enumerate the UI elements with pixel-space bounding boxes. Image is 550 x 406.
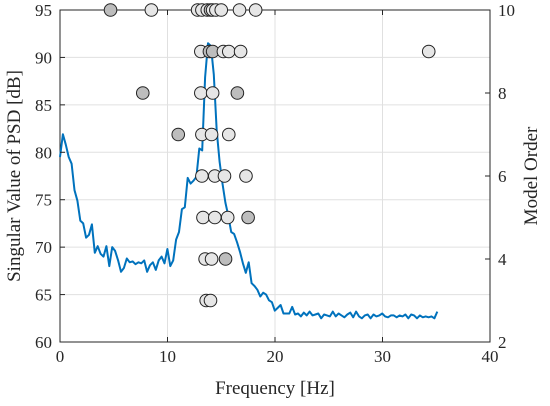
model-order-marker xyxy=(421,44,436,59)
x-axis-label: Frequency [Hz] xyxy=(215,378,335,399)
psd-line xyxy=(59,42,439,320)
y-tick-label: 85 xyxy=(35,96,52,115)
y2-tick-label: 6 xyxy=(498,167,507,186)
y2-tick-label: 4 xyxy=(498,250,507,269)
model-order-marker xyxy=(214,3,229,17)
y-axis-left-ticks: 60 65 70 75 80 85 90 95 xyxy=(35,1,65,352)
model-order-marker xyxy=(208,210,222,225)
model-order-marker xyxy=(239,169,253,183)
psd-series xyxy=(59,42,439,320)
model-order-marker xyxy=(103,3,118,17)
model-order-marker xyxy=(248,3,263,17)
x-tick-label: 20 xyxy=(267,347,284,366)
y2-tick-label: 2 xyxy=(498,333,507,352)
model-order-marker xyxy=(217,169,232,183)
y-tick-label: 75 xyxy=(35,191,52,210)
model-order-marker xyxy=(205,86,220,100)
model-order-marker xyxy=(233,44,248,59)
grid xyxy=(59,9,491,343)
x-tick-label: 30 xyxy=(374,347,391,366)
model-order-marker xyxy=(144,3,159,17)
model-order-marker xyxy=(194,86,208,100)
model-order-marker xyxy=(218,252,233,266)
x-tick-label: 0 xyxy=(56,347,65,366)
y-tick-label: 80 xyxy=(35,143,52,162)
y-tick-label: 90 xyxy=(35,48,52,67)
model-order-marker xyxy=(203,293,218,308)
x-tick-label: 40 xyxy=(482,347,499,366)
y2-tick-label: 8 xyxy=(498,84,507,103)
model-order-markers xyxy=(103,3,436,308)
y-tick-label: 95 xyxy=(35,1,52,20)
model-order-marker xyxy=(135,86,150,100)
model-order-marker xyxy=(204,252,219,266)
y-axis-right-ticks: 2 4 6 8 10 xyxy=(485,1,515,352)
y-tick-label: 65 xyxy=(35,286,52,305)
model-order-marker xyxy=(196,210,210,225)
x-tick-label: 10 xyxy=(159,347,176,366)
y-tick-label: 70 xyxy=(35,238,52,257)
model-order-marker xyxy=(221,127,236,142)
y-axis-left-label: Singular Value of PSD [dB] xyxy=(4,70,25,282)
y2-tick-label: 10 xyxy=(498,1,515,20)
y-axis-right-label: Model Order xyxy=(521,126,542,225)
model-order-marker xyxy=(221,44,236,59)
model-order-marker xyxy=(232,3,247,17)
y-tick-label: 60 xyxy=(35,333,52,352)
model-order-marker xyxy=(195,169,209,183)
model-order-marker xyxy=(204,127,219,142)
model-order-marker xyxy=(220,210,235,225)
x-axis-ticks: 0 10 20 30 40 xyxy=(56,10,499,366)
model-order-marker xyxy=(241,210,255,225)
model-order-marker xyxy=(230,86,245,100)
model-order-marker xyxy=(171,127,186,142)
